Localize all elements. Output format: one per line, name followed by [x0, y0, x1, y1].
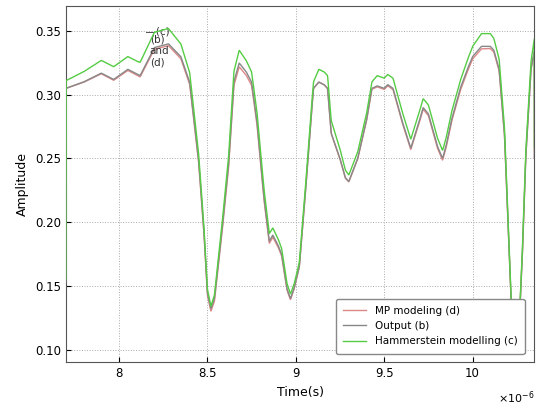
MP modeling (d) — [242, 72, 249, 77]
MP modeling (d) — [512, 347, 518, 352]
Line: MP modeling (d): MP modeling (d) — [66, 45, 535, 350]
Hammerstein modelling (c) — [144, 45, 150, 50]
Text: $\times\mathregular{10}^{\mathregular{-6}}$: $\times\mathregular{10}^{\mathregular{-6… — [498, 389, 535, 406]
Hammerstein modelling (c) — [522, 155, 529, 160]
MP modeling (d) — [522, 161, 529, 166]
Hammerstein modelling (c) — [471, 40, 478, 45]
Legend: MP modeling (d), Output (b), Hammerstein modelling (c): MP modeling (d), Output (b), Hammerstein… — [336, 299, 524, 354]
Output (b) — [63, 280, 69, 285]
Hammerstein modelling (c) — [512, 345, 518, 350]
Hammerstein modelling (c) — [63, 276, 69, 281]
MP modeling (d) — [63, 280, 69, 285]
MP modeling (d) — [263, 214, 269, 219]
Output (b) — [116, 73, 123, 78]
Hammerstein modelling (c) — [242, 57, 249, 62]
Output (b) — [165, 41, 172, 46]
MP modeling (d) — [165, 43, 172, 48]
Line: Output (b): Output (b) — [66, 44, 535, 349]
MP modeling (d) — [116, 74, 123, 79]
Output (b) — [144, 60, 150, 65]
Output (b) — [531, 155, 538, 160]
Hammerstein modelling (c) — [263, 203, 269, 208]
X-axis label: Time(s): Time(s) — [276, 386, 323, 399]
Hammerstein modelling (c) — [531, 146, 538, 151]
MP modeling (d) — [531, 155, 538, 160]
Hammerstein modelling (c) — [116, 60, 123, 65]
Output (b) — [512, 347, 518, 352]
Text: (b)
and
(d): (b) and (d) — [150, 34, 170, 68]
MP modeling (d) — [144, 61, 150, 66]
Y-axis label: Amplitude: Amplitude — [16, 152, 29, 216]
Output (b) — [242, 68, 249, 73]
Text: —(c): —(c) — [139, 27, 170, 37]
Output (b) — [263, 211, 269, 216]
MP modeling (d) — [471, 54, 478, 59]
Output (b) — [471, 51, 478, 56]
Hammerstein modelling (c) — [165, 26, 172, 31]
Line: Hammerstein modelling (c): Hammerstein modelling (c) — [66, 29, 535, 347]
Output (b) — [522, 161, 529, 166]
